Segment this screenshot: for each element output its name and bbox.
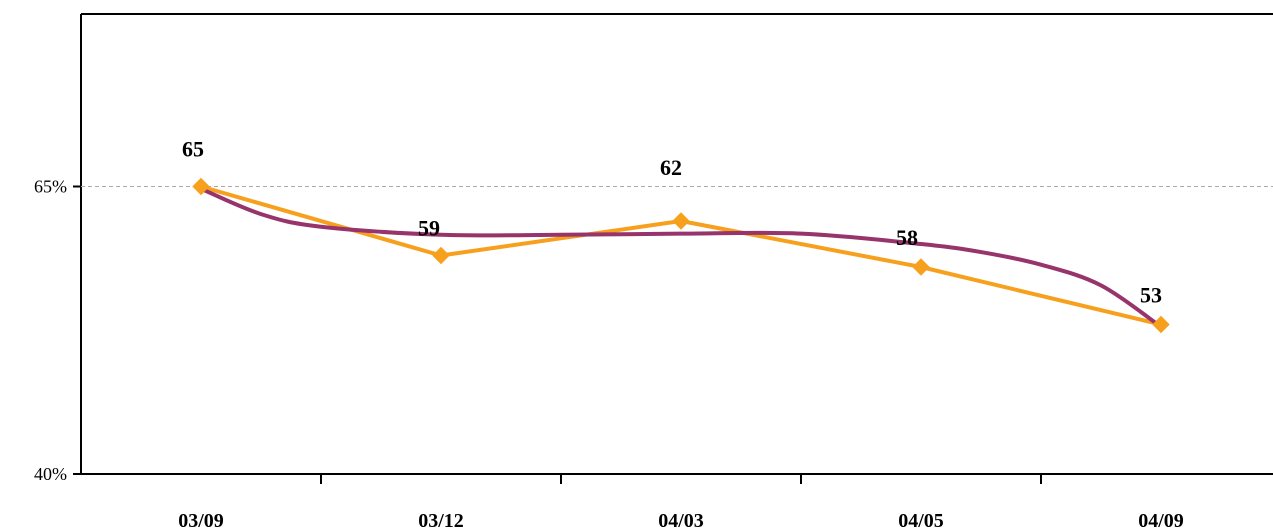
data-label: 59: [418, 216, 440, 241]
series-layer: [200, 184, 1162, 327]
axes: 40% 65% 03/09 03/12 04/03 04/05 04/09: [34, 13, 1273, 531]
data-point-marker: [192, 177, 210, 196]
x-tick-label: 04/05: [898, 510, 944, 531]
marker-layer: [192, 177, 1170, 334]
x-tick-label: 03/12: [418, 510, 464, 531]
data-label: 58: [896, 225, 918, 250]
data-label: 65: [182, 137, 204, 162]
y-tick-label: 65%: [34, 177, 67, 197]
x-tick-label: 04/09: [1138, 510, 1184, 531]
data-point-marker: [672, 212, 690, 230]
data-label: 62: [660, 155, 682, 180]
data-point-marker: [1152, 315, 1170, 334]
data-point-marker: [912, 258, 930, 276]
x-tick-label: 03/09: [178, 510, 224, 531]
y-tick-label: 40%: [34, 464, 67, 484]
data-point-marker: [432, 246, 450, 265]
series-line: [200, 184, 1162, 327]
label-layer: 65 59 62 58 53: [182, 137, 1162, 308]
trendline: [199, 186, 1163, 329]
x-tick-label: 04/03: [658, 510, 704, 531]
data-label: 53: [1140, 283, 1162, 308]
trendline-layer: [199, 186, 1163, 329]
